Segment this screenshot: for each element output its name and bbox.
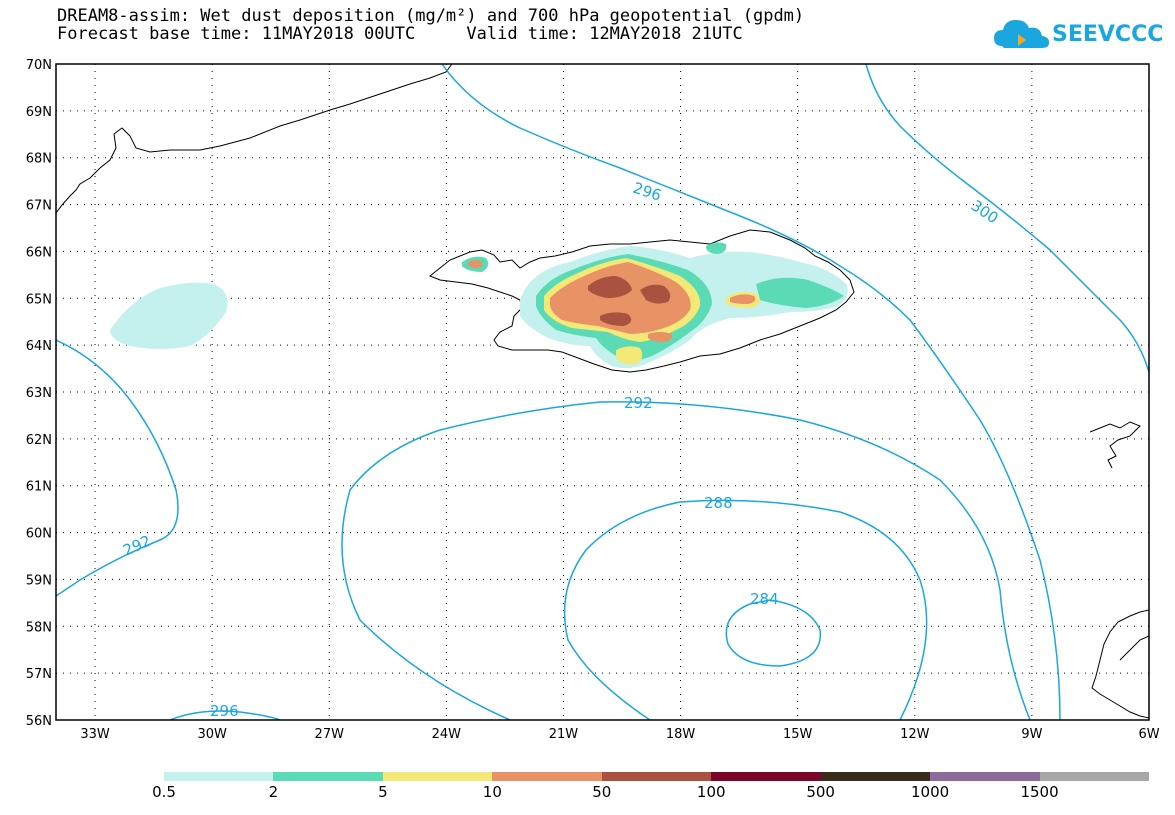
colorbar-label: 1500 bbox=[1020, 783, 1059, 801]
lat-tick-label: 61N bbox=[26, 480, 52, 495]
axis-ticks: 33W 30W 27W 24W 21W 18W 15W 12W 9W 6W 56N 57N 58N 59N… bbox=[26, 58, 1160, 742]
contour-label-296-north: 296 bbox=[631, 179, 664, 205]
colorbar-segment bbox=[273, 772, 384, 781]
colorbar-label: 100 bbox=[696, 783, 726, 801]
dust-deposition-field bbox=[462, 242, 848, 369]
contour-label-296-south: 296 bbox=[210, 702, 239, 720]
colorbar-label: 5 bbox=[378, 783, 388, 801]
cloud-icon bbox=[994, 20, 1050, 48]
contour-label-284: 284 bbox=[750, 590, 779, 608]
contour-label-300: 300 bbox=[968, 196, 1002, 227]
lat-tick-label: 62N bbox=[26, 433, 52, 448]
colorbar-label: 1000 bbox=[911, 783, 950, 801]
scotland-coastline bbox=[1091, 609, 1149, 719]
dust-patch-west bbox=[110, 282, 228, 349]
lat-tick-label: 57N bbox=[26, 667, 52, 682]
lat-tick-label: 67N bbox=[26, 199, 52, 214]
lat-tick-label: 59N bbox=[26, 573, 52, 588]
faroe-coastline bbox=[1089, 421, 1141, 469]
map-title: DREAM8-assim: Wet dust deposition (mg/m²… bbox=[57, 6, 805, 26]
map-subtitle: Forecast base time: 11MAY2018 00UTC Vali… bbox=[57, 24, 743, 44]
lon-tick-label: 27W bbox=[315, 727, 345, 742]
lat-tick-label: 70N bbox=[26, 58, 52, 73]
lon-tick-label: 24W bbox=[432, 727, 462, 742]
contour-label-292-west: 292 bbox=[120, 532, 153, 560]
lat-tick-label: 66N bbox=[26, 245, 52, 260]
geopotential-contours bbox=[56, 64, 1149, 720]
lon-tick-label: 33W bbox=[80, 727, 110, 742]
scotland-coastline-2 bbox=[1119, 635, 1149, 661]
lat-tick-label: 58N bbox=[26, 620, 52, 635]
map-frame bbox=[55, 63, 1150, 721]
colorbar-label: 10 bbox=[482, 783, 502, 801]
colorbar-segment bbox=[930, 772, 1041, 781]
lon-tick-label: 18W bbox=[666, 727, 696, 742]
lon-tick-label: 12W bbox=[900, 727, 930, 742]
colorbar-segment bbox=[382, 772, 493, 781]
lon-tick-label: 30W bbox=[197, 727, 227, 742]
lat-tick-label: 60N bbox=[26, 527, 52, 542]
lon-tick-label: 6W bbox=[1138, 727, 1159, 742]
colorbar-segment bbox=[711, 772, 822, 781]
greenland-coastline bbox=[56, 64, 453, 214]
colorbar-segment bbox=[164, 772, 274, 781]
map-gridlines bbox=[56, 64, 1150, 720]
logo-text: SEEVCCC bbox=[1052, 22, 1164, 47]
colorbar-segment bbox=[1039, 772, 1150, 781]
colorbar-segment bbox=[820, 772, 931, 781]
seevccc-logo: SEEVCCC bbox=[992, 14, 1164, 60]
colorbar-label: 500 bbox=[806, 783, 835, 801]
lat-tick-label: 56N bbox=[26, 714, 52, 729]
colorbar-label: 50 bbox=[592, 783, 612, 801]
lat-tick-label: 69N bbox=[26, 105, 52, 120]
contour-labels: 296 300 292 288 284 292 296 bbox=[120, 179, 1001, 720]
lat-tick-label: 65N bbox=[26, 292, 52, 307]
contour-label-288: 288 bbox=[704, 494, 733, 512]
lon-tick-label: 21W bbox=[549, 727, 579, 742]
colorbar-label: 2 bbox=[268, 783, 279, 801]
lat-tick-label: 68N bbox=[26, 152, 52, 167]
colorbar-segment bbox=[492, 772, 603, 781]
colorbar-segment bbox=[601, 772, 712, 781]
lon-tick-label: 9W bbox=[1021, 727, 1042, 742]
contour-label-292-center: 292 bbox=[624, 394, 653, 412]
colorbar-label: 0.5 bbox=[152, 783, 176, 801]
lat-tick-label: 64N bbox=[26, 339, 52, 354]
lon-tick-label: 15W bbox=[783, 727, 813, 742]
lat-tick-label: 63N bbox=[26, 386, 52, 401]
map-panel: 296 300 292 288 284 292 296 33W 30W 27W 24W… bbox=[26, 58, 1160, 742]
